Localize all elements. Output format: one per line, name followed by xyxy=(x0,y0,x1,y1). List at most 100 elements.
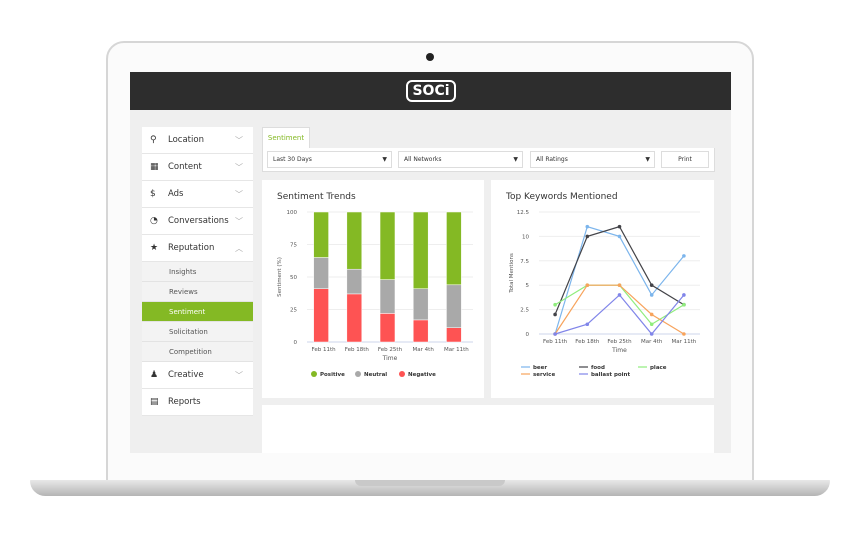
sidebar-item-label: Location xyxy=(168,135,204,145)
sentiment-trends-card: Sentiment Trends 0 25 50 75 100 Feb 11th Feb 1… xyxy=(262,180,484,398)
point-beer xyxy=(585,224,590,229)
y-tick-label: 7.5 xyxy=(520,259,529,265)
line-ballast-point xyxy=(554,294,685,335)
legend-item: place xyxy=(650,365,667,371)
legend-item: food xyxy=(591,365,605,371)
point-service xyxy=(585,283,590,287)
chevron-down-icon: ﹀ xyxy=(235,370,243,380)
ratings-select[interactable]: All Ratings ▼ xyxy=(530,151,655,168)
point-ballast-point xyxy=(617,293,622,297)
bar-negative xyxy=(346,293,363,343)
legend-marker xyxy=(311,371,317,377)
sidebar-item-reports[interactable]: ▤ Reports xyxy=(142,389,253,416)
sidebar-item-label: Reputation xyxy=(168,243,215,253)
x-tick-label: Feb 25th xyxy=(378,347,403,353)
x-axis-title: Time xyxy=(382,355,398,362)
bar-neutral xyxy=(346,268,363,295)
bottom-card xyxy=(262,405,714,453)
pin-icon: ⚲ xyxy=(150,135,157,145)
legend-marker xyxy=(355,371,361,377)
legend-item: Neutral xyxy=(364,372,387,378)
chevron-down-icon: ﹀ xyxy=(235,162,243,172)
camera xyxy=(426,53,434,61)
star-icon: ★ xyxy=(150,243,159,253)
networks-select[interactable]: All Networks ▼ xyxy=(398,151,523,168)
calendar-icon: ▦ xyxy=(150,162,159,172)
y-tick-label: 0 xyxy=(294,340,298,346)
dollar-icon: $ xyxy=(150,189,156,199)
creative-icon: ♟ xyxy=(150,370,159,380)
date-range-value: Last 30 Days xyxy=(273,156,312,163)
sidebar-item-content[interactable]: ▦ Content ﹀ xyxy=(142,154,253,181)
legend-item: Negative xyxy=(408,372,436,378)
screen: SOCi ⚲ Location ﹀ ▦ Content ﹀ $ Ads ﹀ ◔ Conversati… xyxy=(130,72,731,453)
chart-title: Sentiment Trends xyxy=(277,192,356,202)
bar-negative xyxy=(379,313,396,343)
y-tick-label: 5 xyxy=(526,283,530,289)
bar-neutral xyxy=(446,284,462,328)
sidebar-subitem-insights[interactable]: Insights xyxy=(142,262,253,282)
chart-title: Top Keywords Mentioned xyxy=(506,192,618,202)
point-beer xyxy=(617,234,622,239)
point-ballast-point xyxy=(585,322,590,327)
networks-value: All Networks xyxy=(404,156,442,163)
point-food xyxy=(585,234,590,239)
point-beer xyxy=(682,254,686,258)
sidebar-subitem-reviews[interactable]: Reviews xyxy=(142,282,253,302)
sidebar-item-conversations[interactable]: ◔ Conversations ﹀ xyxy=(142,208,253,235)
legend-item: Positive xyxy=(320,372,345,378)
sidebar-item-label: Conversations xyxy=(168,216,229,226)
sidebar-item-creative[interactable]: ♟ Creative ﹀ xyxy=(142,362,253,389)
bar-neutral xyxy=(379,279,396,314)
y-tick-label: 12.5 xyxy=(517,210,530,216)
y-tick-label: 0 xyxy=(526,332,530,338)
point-place xyxy=(553,302,557,307)
app-header: SOCi xyxy=(130,72,731,110)
print-button[interactable]: Print xyxy=(661,151,709,168)
sidebar-item-location[interactable]: ⚲ Location ﹀ xyxy=(142,127,253,154)
x-axis-title: Time xyxy=(611,347,627,354)
filter-bar: Last 30 Days ▼ All Networks ▼ All Ratings ▼… xyxy=(262,148,715,172)
chat-icon: ◔ xyxy=(150,216,158,226)
y-axis-title: Total Mentions xyxy=(509,253,515,294)
point-beer xyxy=(649,293,654,297)
x-tick-label: Mar 4th xyxy=(413,347,435,353)
date-range-select[interactable]: Last 30 Days ▼ xyxy=(267,151,392,168)
x-tick-label: Feb 18th xyxy=(575,339,600,345)
chevron-up-icon: ︿ xyxy=(235,243,243,253)
sidebar-subitem-solicitation[interactable]: Solicitation xyxy=(142,322,253,342)
point-ballast-point xyxy=(553,332,557,336)
y-tick-label: 2.5 xyxy=(520,308,529,314)
x-tick-label: Feb 25th xyxy=(607,339,632,345)
legend-item: beer xyxy=(533,365,547,371)
point-place xyxy=(649,322,654,327)
point-ballast-point xyxy=(682,293,686,297)
point-food xyxy=(617,224,622,229)
bar-positive xyxy=(379,211,396,280)
sidebar-item-reputation[interactable]: ★ Reputation ︿ xyxy=(142,235,253,262)
sidebar-item-label: Content xyxy=(168,162,202,172)
chevron-down-icon: ﹀ xyxy=(235,135,243,145)
ratings-value: All Ratings xyxy=(536,156,568,163)
bar-positive xyxy=(346,211,363,270)
point-service xyxy=(682,332,686,336)
x-tick-label: Feb 18th xyxy=(345,347,370,353)
keywords-chart: 0 2.5 5 7.5 10 12.5 Feb 11th Feb 18th Feb 25th Ma… xyxy=(509,210,700,378)
point-place xyxy=(682,302,686,307)
bar-neutral xyxy=(412,288,429,321)
y-tick-label: 100 xyxy=(287,210,298,216)
laptop-base xyxy=(30,480,830,496)
chevron-down-icon: ﹀ xyxy=(235,189,243,199)
legend-item: ballast point xyxy=(591,372,630,378)
bar-positive xyxy=(446,211,462,286)
soci-logo[interactable]: SOCi xyxy=(406,80,456,102)
sidebar-subitem-competition[interactable]: Competition xyxy=(142,342,253,362)
sidebar-item-ads[interactable]: $ Ads ﹀ xyxy=(142,181,253,208)
y-tick-label: 75 xyxy=(290,243,297,249)
sidebar-subitem-sentiment[interactable]: Sentiment xyxy=(142,302,253,322)
legend-marker xyxy=(399,371,405,377)
sidebar-item-label: Creative xyxy=(168,370,204,380)
tab-sentiment[interactable]: Sentiment xyxy=(262,127,310,148)
x-tick-label: Mar 11th xyxy=(672,339,697,345)
point-ballast-point xyxy=(649,332,654,336)
